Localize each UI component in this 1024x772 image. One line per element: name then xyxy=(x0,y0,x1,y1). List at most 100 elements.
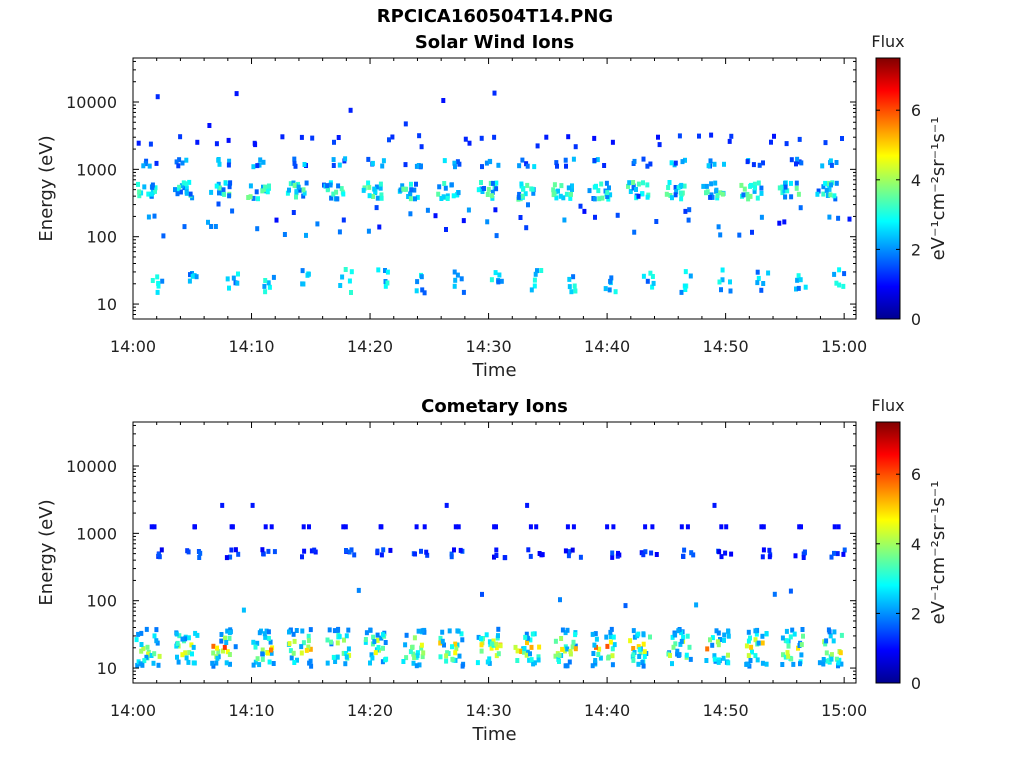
heatmap-cell xyxy=(760,633,765,639)
heatmap-cell xyxy=(219,632,224,637)
heatmap-cell xyxy=(161,233,166,239)
heatmap-cell xyxy=(832,193,837,199)
heatmap-cell xyxy=(568,195,573,201)
heatmap-cell xyxy=(720,191,725,197)
heatmap-cell xyxy=(404,186,409,192)
heatmap-cell xyxy=(535,143,540,149)
heatmap-cell xyxy=(482,186,486,191)
heatmap-cell xyxy=(615,212,620,218)
heatmap-cell xyxy=(594,636,599,642)
heatmap-cell xyxy=(569,289,574,295)
heatmap-cell xyxy=(537,644,542,650)
heatmap-cell xyxy=(404,632,409,638)
heatmap-cell xyxy=(485,219,490,225)
heatmap-cell xyxy=(518,215,523,220)
heatmap-cell xyxy=(596,188,601,194)
heatmap-cell xyxy=(615,553,620,559)
heatmap-cell xyxy=(251,195,256,201)
heatmap-cell xyxy=(390,134,395,140)
heatmap-cell xyxy=(137,193,142,199)
heatmap-cell xyxy=(312,547,317,553)
heatmap-cell xyxy=(442,158,447,164)
heatmap-cell xyxy=(667,180,672,185)
heatmap-cell xyxy=(803,284,808,290)
heatmap-cell xyxy=(772,133,776,139)
heatmap-cell xyxy=(349,269,354,275)
heatmap-cell xyxy=(681,553,685,559)
heatmap-cell xyxy=(525,163,530,169)
x-tick-label: 14:40 xyxy=(584,701,630,720)
heatmap-cell xyxy=(769,139,773,145)
heatmap-cell xyxy=(552,191,557,197)
heatmap-cell xyxy=(255,226,260,232)
heatmap-cell xyxy=(413,196,417,202)
x-tick-label: 14:20 xyxy=(347,701,393,720)
heatmap-cell xyxy=(489,277,494,283)
heatmap-cell xyxy=(631,646,636,651)
heatmap-cell xyxy=(287,187,291,193)
heatmap-cell xyxy=(759,214,764,220)
heatmap-cell xyxy=(829,162,834,168)
heatmap-cell xyxy=(760,554,765,560)
heatmap-cell xyxy=(347,549,352,555)
heatmap-cell xyxy=(590,663,595,669)
heatmap-cell xyxy=(400,183,405,189)
heatmap-cell xyxy=(717,549,722,555)
heatmap-cell xyxy=(224,640,229,645)
heatmap-cell xyxy=(496,162,501,168)
heatmap-cell xyxy=(146,651,151,657)
heatmap-cell xyxy=(610,139,615,145)
heatmap-cell xyxy=(154,160,159,166)
heatmap-cell xyxy=(447,628,452,634)
heatmap-cell xyxy=(834,656,839,662)
heatmap-cell xyxy=(632,634,637,640)
heatmap-cell xyxy=(378,185,383,191)
heatmap-cell xyxy=(150,184,155,190)
heatmap-cell xyxy=(152,524,157,530)
heatmap-cell xyxy=(606,655,611,661)
heatmap-cell xyxy=(191,660,196,666)
heatmap-cell xyxy=(267,659,272,665)
heatmap-cell xyxy=(753,628,758,634)
heatmap-cell xyxy=(156,662,161,668)
heatmap-cell xyxy=(480,591,484,597)
heatmap-cell xyxy=(567,549,572,555)
heatmap-cell xyxy=(649,550,654,556)
heatmap-cell xyxy=(139,648,144,654)
heatmap-cell xyxy=(412,187,417,193)
heatmap-cell xyxy=(487,639,492,645)
heatmap-cell xyxy=(724,524,729,530)
heatmap-cell xyxy=(223,635,227,641)
heatmap-cell xyxy=(492,134,497,140)
heatmap-cell xyxy=(215,655,220,661)
heatmap-cell xyxy=(645,182,650,188)
heatmap-cell xyxy=(710,194,715,200)
heatmap-cell xyxy=(335,654,340,660)
heatmap-cell xyxy=(347,278,352,284)
heatmap-cell xyxy=(420,654,425,660)
heatmap-cell xyxy=(559,636,564,641)
heatmap-cell xyxy=(628,189,633,194)
heatmap-cell xyxy=(726,633,731,639)
y-tick-label: 1000 xyxy=(76,524,117,543)
heatmap-cell xyxy=(651,280,656,286)
heatmap-cell xyxy=(411,660,416,666)
heatmap-cell xyxy=(255,656,260,662)
heatmap-cell xyxy=(754,631,759,637)
heatmap-cell xyxy=(636,193,641,199)
heatmap-cell xyxy=(438,654,443,660)
heatmap-cell xyxy=(565,646,570,652)
heatmap-cell xyxy=(479,135,484,141)
heatmap-cell xyxy=(494,645,499,651)
heatmap-cell xyxy=(335,640,340,646)
heatmap-cell xyxy=(836,663,840,669)
heatmap-cell xyxy=(499,278,504,284)
heatmap-cell xyxy=(636,631,641,637)
heatmap-cell xyxy=(603,286,608,292)
heatmap-cell xyxy=(728,279,732,285)
heatmap-cell xyxy=(211,650,216,656)
heatmap-cell xyxy=(608,629,613,635)
heatmap-cell xyxy=(680,159,685,165)
heatmap-cell xyxy=(143,161,148,167)
